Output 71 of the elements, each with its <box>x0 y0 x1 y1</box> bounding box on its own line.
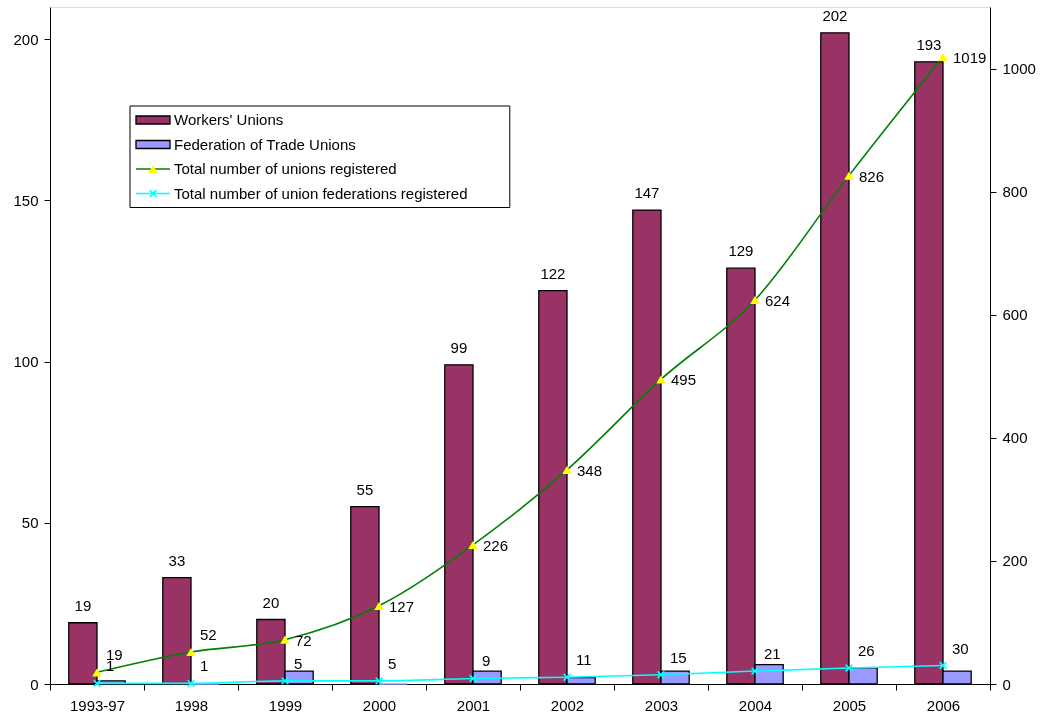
point <box>280 635 290 644</box>
data-label: 127 <box>389 597 415 615</box>
y-tick-label: 200 <box>13 30 39 48</box>
data-label: 5 <box>388 654 397 672</box>
data-label: 624 <box>765 291 791 309</box>
y-tick-label: 50 <box>21 514 39 532</box>
point <box>938 661 948 670</box>
data-label: 11 <box>576 651 592 669</box>
x-tick-label: 2004 <box>738 696 773 714</box>
legend-label: Total number of unions registered <box>174 160 397 177</box>
point <box>562 465 572 474</box>
data-label: 226 <box>483 536 509 554</box>
y2-tick-label: 1000 <box>1002 60 1036 78</box>
data-label: 348 <box>577 461 603 479</box>
point <box>92 679 102 688</box>
data-label: 15 <box>670 648 687 666</box>
y2-tick-label: 400 <box>1002 429 1028 447</box>
data-label: 21 <box>764 645 781 663</box>
data-label: 26 <box>858 642 875 659</box>
point <box>656 670 666 679</box>
data-label: 55 <box>356 480 374 498</box>
data-label: 9 <box>482 652 491 670</box>
point <box>280 676 290 686</box>
data-label: 122 <box>540 264 566 282</box>
data-label: 20 <box>262 593 280 611</box>
x-tick-label: 2006 <box>926 696 961 714</box>
point <box>844 663 854 673</box>
y2-tick-label: 800 <box>1002 183 1028 201</box>
data-label: 30 <box>952 639 969 657</box>
x-tick-label: 1999 <box>268 696 303 714</box>
point <box>374 601 384 610</box>
data-label: 147 <box>634 184 660 202</box>
x-tick-label: 2005 <box>832 696 867 714</box>
y2-tick-label: 0 <box>1002 675 1011 693</box>
x-tick-label: 1993-97 <box>69 696 126 714</box>
data-label: 1 <box>200 657 209 675</box>
legend-label: Federation of Trade Unions <box>174 135 356 153</box>
data-label: 193 <box>916 35 942 53</box>
data-label: 99 <box>450 338 468 356</box>
data-label: 19 <box>74 596 92 614</box>
point <box>562 673 572 682</box>
y-tick-label: 150 <box>13 191 39 209</box>
y-tick-label: 100 <box>13 353 39 371</box>
point <box>186 679 196 688</box>
y2-tick-label: 200 <box>1002 552 1028 570</box>
x-tick-label: 2000 <box>362 696 397 714</box>
data-label: 5 <box>294 654 303 672</box>
data-label: 129 <box>728 242 754 260</box>
point <box>844 171 854 180</box>
point <box>938 52 948 61</box>
x-tick-label: 2001 <box>456 696 491 714</box>
legend-label: Total number of union federations registered <box>174 184 468 202</box>
point <box>468 674 478 683</box>
x-tick-label: 2003 <box>644 696 679 714</box>
legend-label: Workers' Unions <box>174 111 284 128</box>
y-tick-label: 0 <box>30 675 39 693</box>
point <box>750 666 760 676</box>
point <box>468 540 478 550</box>
data-label: 33 <box>168 551 186 569</box>
y2-tick-label: 600 <box>1002 306 1028 324</box>
point <box>750 295 760 305</box>
point <box>374 676 384 686</box>
x-tick-label: 2002 <box>550 696 585 714</box>
data-label: 495 <box>671 371 697 389</box>
data-label: 826 <box>859 167 885 185</box>
point <box>186 647 196 657</box>
data-label: 72 <box>295 631 312 649</box>
data-label: 52 <box>200 626 217 643</box>
x-tick-label: 1998 <box>174 696 209 714</box>
data-label: 1019 <box>953 48 987 66</box>
data-label: 202 <box>822 6 848 24</box>
